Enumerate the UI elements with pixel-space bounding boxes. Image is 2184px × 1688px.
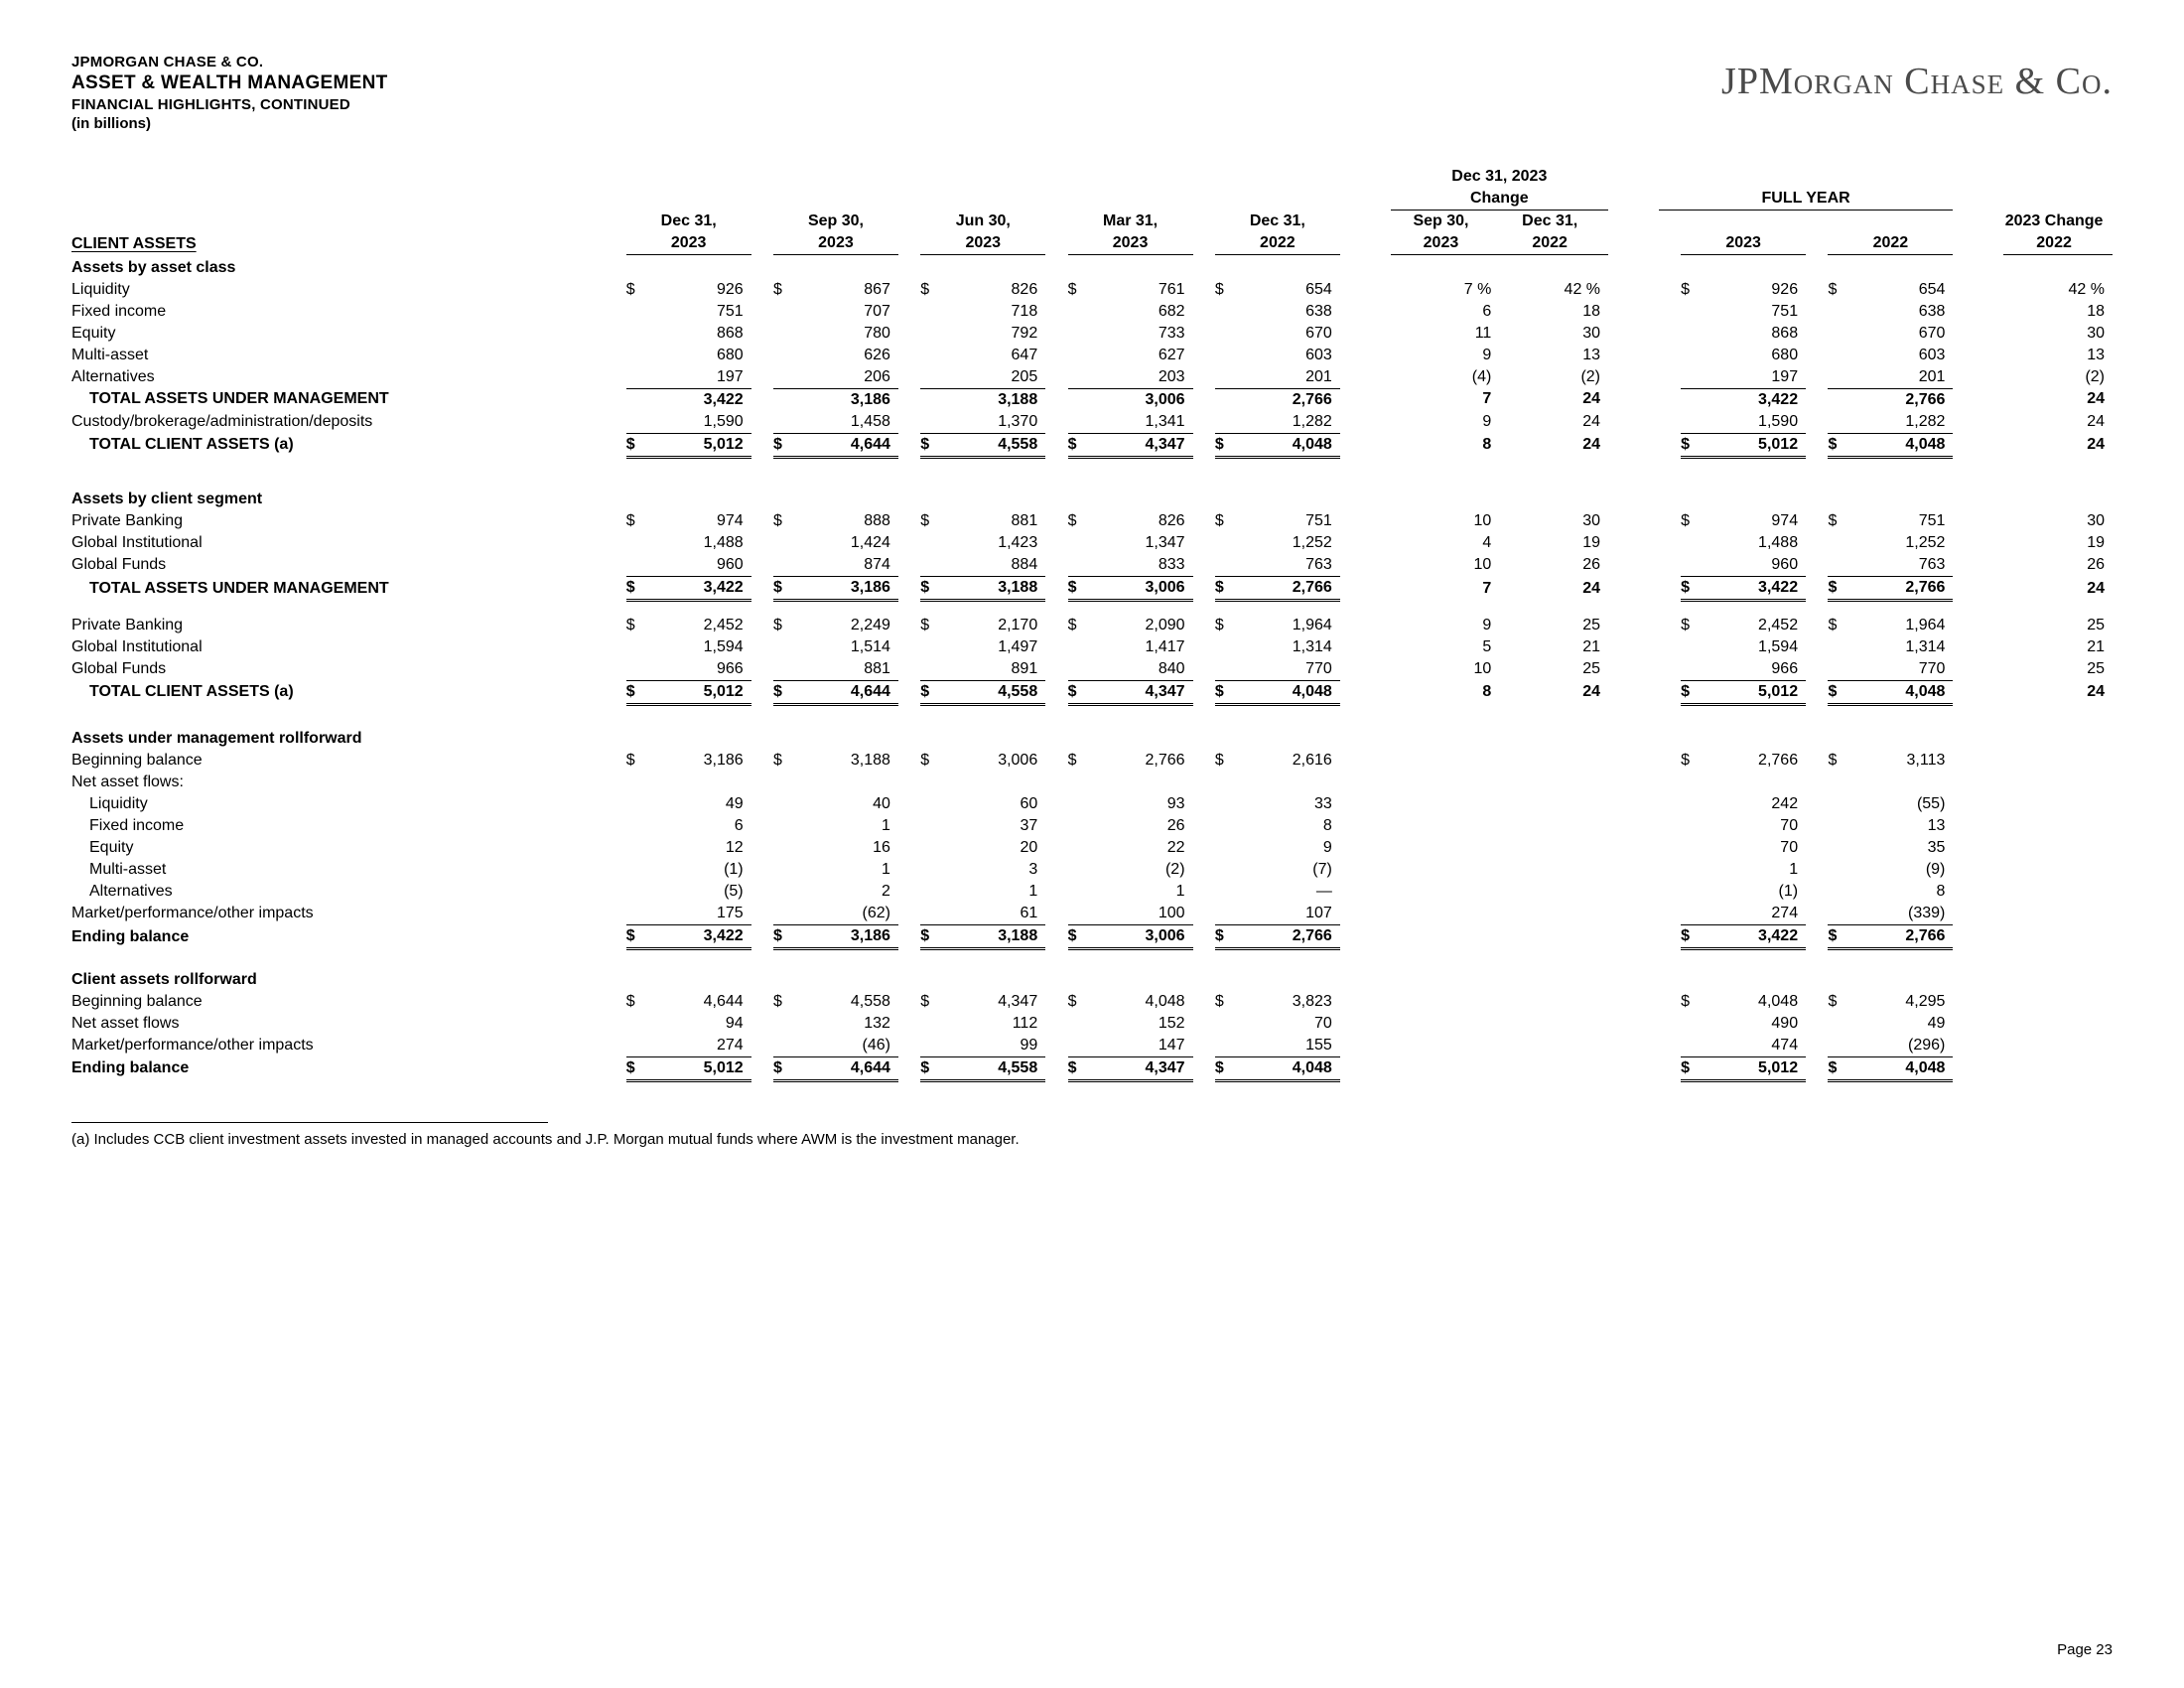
logo-text: JPMorgan Chase & Co.: [1721, 61, 2113, 102]
table-row: TOTAL CLIENT ASSETS (a)$5,012$4,644$4,55…: [71, 680, 2113, 704]
footnote-rule: [71, 1122, 548, 1123]
table-row: Equity1216202297035: [71, 837, 2113, 859]
table-row: Alternatives(5)211—(1)8: [71, 881, 2113, 903]
table-row: Global Funds966881891840770102596677025: [71, 658, 2113, 681]
company-logo: JPMorgan Chase & Co.: [1721, 60, 2113, 103]
units: (in billions): [71, 115, 2113, 132]
table-row: Private Banking$974$888$881$826$7511030$…: [71, 510, 2113, 532]
table-row: Beginning balance$3,186$3,188$3,006$2,76…: [71, 750, 2113, 772]
table-row: Liquidity4940609333242(55): [71, 793, 2113, 815]
page: JPMORGAN CHASE & CO. ASSET & WEALTH MANA…: [0, 0, 2184, 1688]
table-row: Market/performance/other impacts175(62)6…: [71, 903, 2113, 925]
table-row: Alternatives197206205203201(4)(2)197201(…: [71, 366, 2113, 389]
table-row: Custody/brokerage/administration/deposit…: [71, 411, 2113, 434]
table-row: TOTAL ASSETS UNDER MANAGEMENT3,4223,1863…: [71, 388, 2113, 411]
table-row: TOTAL CLIENT ASSETS (a)$5,012$4,644$4,55…: [71, 433, 2113, 457]
table-row: Multi-asset68062664762760391368060313: [71, 345, 2113, 366]
table-row: Market/performance/other impacts274(46)9…: [71, 1035, 2113, 1057]
footnote: (a) Includes CCB client investment asset…: [71, 1131, 2113, 1148]
table-row: Fixed income61372687013: [71, 815, 2113, 837]
table-row: Equity868780792733670113086867030: [71, 323, 2113, 345]
page-number: Page 23: [2057, 1641, 2113, 1658]
table-row: Fixed income75170771868263861875163818: [71, 301, 2113, 323]
table-row: Liquidity$926$867$826$761$6547 %42 %$926…: [71, 279, 2113, 301]
table-row: Ending balance$5,012$4,644$4,558$4,347$4…: [71, 1056, 2113, 1080]
table-row: Net asset flows:: [71, 772, 2113, 793]
table-row: Multi-asset(1)13(2)(7)1(9): [71, 859, 2113, 881]
table-row: Ending balance$3,422$3,186$3,188$3,006$2…: [71, 925, 2113, 949]
table-row: Global Institutional1,4881,4241,4231,347…: [71, 532, 2113, 554]
table-row: Private Banking$2,452$2,249$2,170$2,090$…: [71, 615, 2113, 636]
table-row: Global Institutional1,5941,5141,4971,417…: [71, 636, 2113, 658]
table-row: Net asset flows941321121527049049: [71, 1013, 2113, 1035]
table-row: Global Funds960874884833763102696076326: [71, 554, 2113, 577]
table-row: TOTAL ASSETS UNDER MANAGEMENT$3,422$3,18…: [71, 577, 2113, 601]
financial-table: Dec 31, 2023ChangeFULL YEARDec 31,Sep 30…: [71, 166, 2113, 1082]
table-row: Beginning balance$4,644$4,558$4,347$4,04…: [71, 991, 2113, 1013]
